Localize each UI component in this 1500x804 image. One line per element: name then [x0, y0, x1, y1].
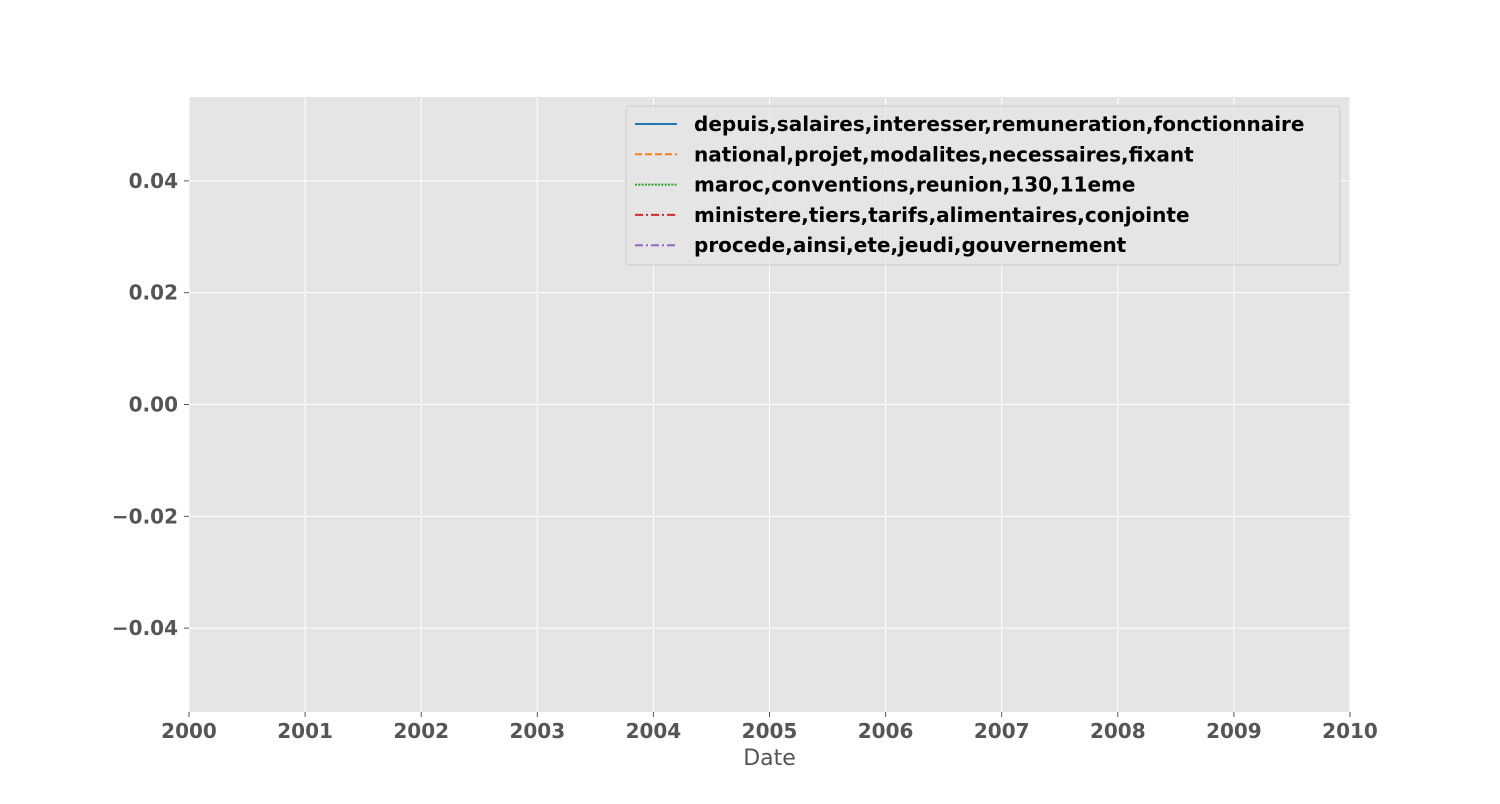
legend-label: depuis,salaires,interesser,remuneration,…	[694, 112, 1304, 136]
legend-box	[625, 105, 1341, 266]
x-tick-label: 2003	[509, 719, 565, 743]
y-tick-label: 0.02	[129, 281, 178, 305]
legend: depuis,salaires,interesser,remuneration,…	[625, 105, 1341, 266]
x-tick-label: 2004	[626, 719, 682, 743]
x-tick-label: 2008	[1090, 719, 1146, 743]
x-axis-label: Date	[743, 746, 796, 771]
x-tick-label: 2001	[277, 719, 333, 743]
legend-label: procede,ainsi,ete,jeudi,gouvernement	[694, 233, 1127, 257]
legend-label: national,projet,modalites,necessaires,fi…	[694, 142, 1194, 166]
x-tick-label: 2002	[393, 719, 449, 743]
x-tick-label: 2000	[161, 719, 217, 743]
legend-label: maroc,conventions,reunion,130,11eme	[694, 173, 1135, 197]
y-tick-label: 0.04	[129, 169, 178, 193]
x-tick-label: 2006	[858, 719, 914, 743]
x-axis-ticks: 2000 2001 2002 2003 2004 2005 2006 2007 2008 2009…	[161, 712, 1378, 743]
y-tick-label: −0.02	[112, 504, 178, 528]
x-tick-label: 2010	[1322, 719, 1378, 743]
x-tick-label: 2005	[742, 719, 798, 743]
legend-label: ministere,tiers,tarifs,alimentaires,conj…	[694, 203, 1190, 227]
y-tick-label: 0.00	[129, 393, 178, 417]
y-tick-label: −0.04	[112, 616, 178, 640]
x-tick-label: 2009	[1206, 719, 1262, 743]
grid	[188, 97, 1351, 712]
x-tick-label: 2007	[974, 719, 1030, 743]
y-axis-ticks: 0.04 0.02 0.00 −0.02 −0.04	[112, 169, 189, 640]
